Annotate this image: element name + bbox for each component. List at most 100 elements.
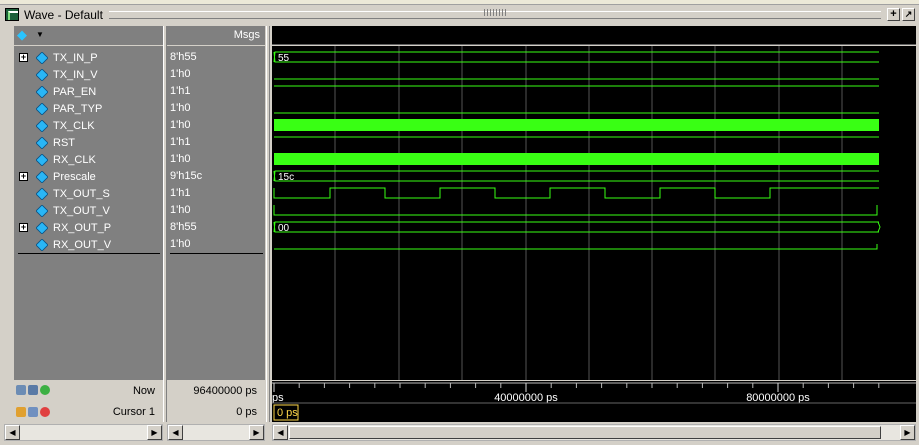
signal-name: TX_OUT_S [53,187,110,200]
signal-name: PAR_TYP [53,102,103,115]
signal-diamond-icon [36,119,48,132]
pencil-icon[interactable] [28,407,38,417]
now-label: Now [132,385,155,397]
signal-row[interactable]: TX_IN_V [14,66,163,83]
signal-names-pane: + TX_IN_P TX_IN_V PAR_EN PAR_TYP TX_CLK RST RX_… [14,46,163,380]
values-hscroll[interactable]: ◀ ▶ [167,424,265,441]
timeline-mid-label: 40000000 ps [494,392,558,404]
expand-icon[interactable]: + [19,171,28,181]
bus-value-label: 15c [278,172,294,183]
signal-row[interactable]: RST [14,134,163,151]
expand-icon[interactable]: + [19,52,28,62]
scroll-left-button[interactable]: ◀ [5,425,20,440]
pane-divider-1[interactable] [163,26,167,422]
names-hscroll[interactable]: ◀ ▶ [4,424,163,441]
signal-row[interactable]: PAR_TYP [14,100,163,117]
bus-value-label: 55 [278,53,290,64]
signal-row[interactable]: + TX_IN_P [14,49,163,66]
signal-diamond-icon [36,204,48,217]
cursor-add-icon[interactable] [16,385,26,395]
signal-value: 1'h1 [170,85,191,97]
wave-header [272,26,916,45]
signal-diamond-icon [36,153,48,166]
footer-labels: Now Cursor 1 [14,381,163,422]
signal-value: 1'h0 [170,238,191,250]
delete-cursor-icon[interactable] [40,407,50,417]
bus-wave-end [877,221,881,233]
undock-button[interactable]: ↗ [902,8,915,21]
add-cursor-icon[interactable] [40,385,50,395]
signal-diamond-icon [36,170,48,183]
signal-row[interactable]: TX_OUT_V [14,202,163,219]
waveform-pane[interactable]: 55 15c 00 [272,46,916,380]
vertical-scrollbar[interactable] [916,46,919,380]
signal-row[interactable]: RX_OUT_V [14,236,163,253]
lock-icon[interactable] [16,407,26,417]
wave-window-icon [5,8,19,21]
add-window-button[interactable]: + [887,8,900,21]
bus-value-label: 00 [278,223,290,234]
footer-values: 96400000 ps 0 ps [167,381,265,422]
signal-value: 1'h1 [170,136,191,148]
signal-diamond-icon [36,51,48,64]
signal-list-divider [18,253,160,254]
signal-name: TX_OUT_V [53,204,110,217]
bus-wave [273,170,879,182]
cursor-row: Cursor 1 [14,402,163,422]
signal-row[interactable]: TX_CLK [14,117,163,134]
signal-value: 1'h0 [170,153,191,165]
wave-hscroll[interactable]: ◀ ▶ [272,424,916,441]
scroll-left-button[interactable]: ◀ [273,425,288,440]
wave-scroll-thumb[interactable] [289,426,881,439]
waveform-canvas[interactable]: 55 15c 00 [272,46,916,380]
signal-name: PAR_EN [53,85,97,98]
scroll-right-button[interactable]: ▶ [147,425,162,440]
signal-row[interactable]: PAR_EN [14,83,163,100]
cursor-label: Cursor 1 [112,406,155,418]
signal-value: 8'h55 [170,51,197,63]
signal-row[interactable]: + RX_OUT_P [14,219,163,236]
signal-name: Prescale [53,170,96,183]
title-grip[interactable] [108,8,881,19]
clock-wave [274,119,879,131]
signal-row[interactable]: RX_CLK [14,151,163,168]
signal-row[interactable]: TX_OUT_S [14,185,163,202]
scroll-right-button[interactable]: ▶ [900,425,915,440]
signal-value: 1'h0 [170,204,191,216]
signal-diamond-icon [36,238,48,251]
signal-name: RX_CLK [53,153,96,166]
signal-value: 8'h55 [170,221,197,233]
values-header: Msgs [167,26,265,45]
signal-diamond-icon [36,136,48,149]
signal-value: 1'h0 [170,102,191,114]
signal-name: RST [53,136,75,149]
bus-wave [273,221,879,233]
wave-signals-icon[interactable]: ◆ [17,27,27,42]
signal-diamond-icon [36,85,48,98]
signal-name: TX_IN_V [53,68,98,81]
signal-name: TX_IN_P [53,51,98,64]
signal-name: TX_CLK [53,119,95,132]
clock-wave [274,153,879,165]
signal-value: 1'h0 [170,119,191,131]
cursor-list-icon[interactable] [28,385,38,395]
msgs-label: Msgs [233,29,260,41]
signal-name: RX_OUT_V [53,238,112,251]
cursor-marker-label: 0 ps [277,407,298,419]
chevron-down-icon[interactable]: ▼ [36,30,44,39]
expand-icon[interactable]: + [19,222,28,232]
signal-list-header: ◆ ▼ [14,26,163,45]
scroll-right-button[interactable]: ▶ [249,425,264,440]
signal-row[interactable]: + Prescale [14,168,163,185]
timeline-footer[interactable]: ps 40000000 ps 80000000 ps 0 ps [272,381,916,422]
serial-wave [273,187,879,199]
window-title: Wave - Default [24,7,103,22]
logic-wave [273,205,878,216]
signal-name: RX_OUT_P [53,221,112,234]
pane-divider-2[interactable] [266,26,270,422]
timeline-end-label: 80000000 ps [746,392,810,404]
bus-wave [273,51,879,63]
timeline-ruler[interactable]: ps 40000000 ps 80000000 ps 0 ps [272,381,916,422]
scroll-left-button[interactable]: ◀ [168,425,183,440]
